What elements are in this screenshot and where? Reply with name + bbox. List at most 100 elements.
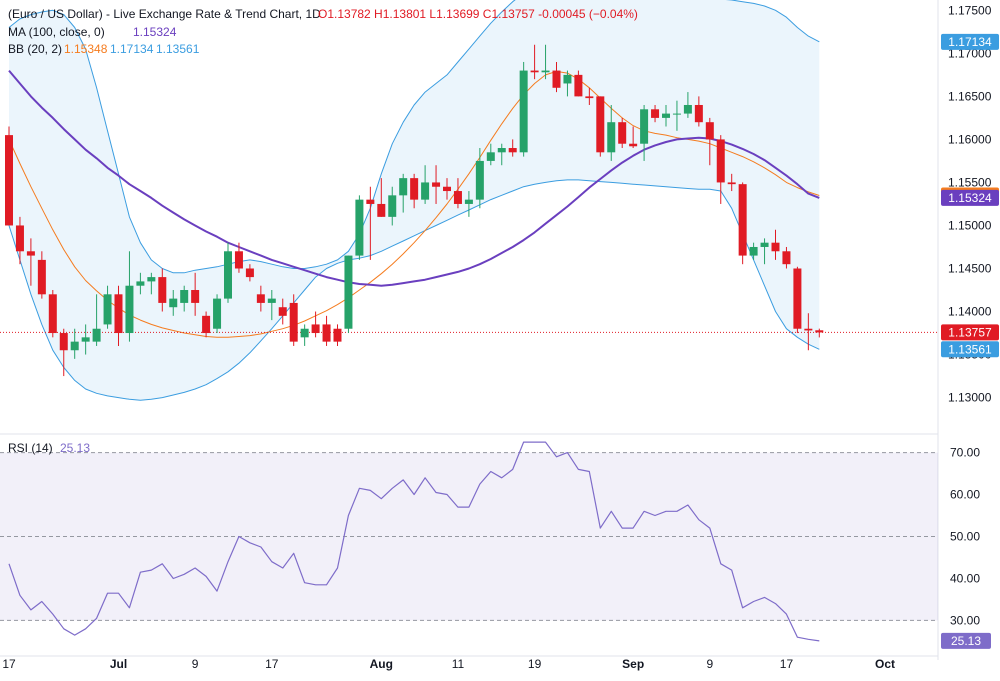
candle-body: [48, 294, 57, 334]
candle: [278, 298, 287, 325]
candle-body: [278, 307, 287, 316]
candle-body: [158, 277, 167, 303]
bb-upper-line: [8, 0, 820, 274]
time-tick-label: 9: [706, 657, 713, 671]
candle-body: [683, 104, 692, 114]
candle: [716, 135, 725, 204]
candle: [92, 294, 101, 346]
candle-body: [793, 268, 802, 329]
ma100-badge-bg: [941, 189, 999, 206]
candle-body: [443, 186, 451, 192]
candle: [256, 285, 265, 312]
rsi-tick-label: 30.00: [950, 613, 980, 627]
candle: [815, 328, 824, 338]
ma100-line: [8, 69, 820, 287]
bb-lower-line: [8, 179, 820, 401]
candle-body: [815, 330, 824, 333]
candle-body: [705, 122, 714, 140]
candle-body: [70, 341, 79, 351]
time-tick-label: Jul: [110, 657, 127, 671]
candle: [59, 328, 68, 377]
rsi-tick-label: 40.00: [950, 571, 980, 585]
candle: [377, 178, 386, 217]
candle-body: [289, 302, 298, 342]
bb-upper-badge-label: 1.17134: [948, 35, 992, 49]
time-tick-label: 11: [452, 657, 465, 671]
candle: [344, 255, 353, 334]
bb-legend-mid: 1.15348: [64, 42, 108, 56]
time-tick-label: 17: [265, 657, 279, 671]
bb-upper-badge: 1.17134: [941, 33, 999, 50]
candle-body: [519, 70, 528, 153]
candle: [771, 229, 780, 260]
ma100-badge: 1.15324: [941, 189, 999, 206]
last-price-badge-label: 1.13757: [948, 325, 992, 339]
candle: [202, 311, 211, 338]
price-tick-label: 1.13000: [948, 391, 992, 405]
candle: [486, 143, 495, 166]
last-price-badge: 1.13757: [941, 324, 999, 341]
candle: [388, 186, 397, 226]
candle: [497, 143, 506, 166]
candle: [399, 173, 408, 213]
candle-body: [716, 139, 725, 183]
candle-body: [497, 148, 506, 153]
chart-title: (Euro / US Dollar) - Live Exchange Rate …: [8, 7, 321, 21]
candle: [37, 251, 46, 299]
candle: [169, 290, 178, 316]
candle-body: [180, 290, 189, 303]
candle-body: [5, 135, 13, 226]
bb-legend-label: BB (20, 2): [8, 42, 62, 56]
candle-body: [738, 184, 747, 256]
candle: [618, 117, 627, 149]
candle-body: [672, 113, 681, 115]
bb-lower-badge-label: 1.13561: [948, 342, 992, 356]
candle: [147, 272, 156, 295]
candle: [5, 126, 13, 226]
rsi-legend-value: 25.13: [60, 441, 90, 455]
candle-body: [651, 109, 660, 118]
candle-body: [727, 182, 736, 185]
candle: [804, 313, 813, 351]
candle-body: [694, 104, 703, 123]
rsi-value-badge: 25.13: [941, 632, 991, 649]
price-tick-label: 1.16500: [948, 89, 992, 103]
candle-body: [486, 152, 495, 161]
candle: [158, 268, 167, 312]
candle: [672, 100, 681, 131]
time-tick-label: Aug: [370, 657, 393, 671]
candle: [563, 70, 572, 97]
candle-body: [213, 298, 222, 329]
candle-body: [596, 96, 605, 153]
candle-body: [15, 225, 24, 252]
candle-body: [804, 328, 813, 331]
candle-body: [399, 178, 408, 196]
candle: [300, 324, 309, 346]
candle-body: [464, 199, 473, 204]
candle: [180, 285, 189, 312]
candle-body: [147, 277, 156, 282]
time-tick-label: Sep: [622, 657, 644, 671]
candle: [574, 70, 583, 97]
candle-body: [574, 74, 583, 97]
rsi-value-badge-bg: [941, 632, 991, 649]
candle-body: [640, 109, 649, 144]
bb-legend-upper: 1.17134: [110, 42, 154, 56]
bb-upper-badge-bg: [941, 33, 999, 50]
candle-body: [782, 251, 791, 265]
candle-body: [344, 255, 353, 329]
candle: [705, 117, 714, 166]
candle: [136, 272, 145, 295]
candle: [125, 251, 134, 342]
ma-legend-value: 1.15324: [133, 25, 177, 39]
candle-body: [234, 251, 243, 269]
candle-body: [410, 178, 419, 200]
candle: [683, 92, 692, 118]
rsi-tick-label: 50.00: [950, 530, 980, 544]
candle: [662, 104, 670, 127]
candle-body: [267, 298, 276, 303]
candle: [443, 178, 451, 200]
candle: [234, 242, 243, 273]
candle: [26, 238, 35, 286]
